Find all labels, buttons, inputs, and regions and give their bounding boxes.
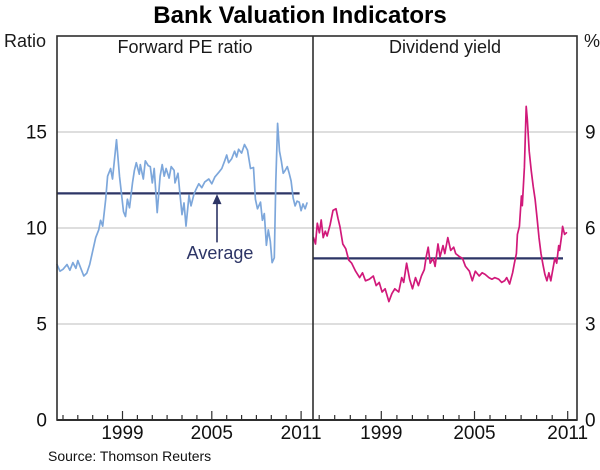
x-tick-label: 1999: [360, 423, 402, 444]
y-tick-label: 0: [36, 411, 47, 432]
right-axis-unit-label: %: [584, 31, 600, 51]
chart-title: Bank Valuation Indicators: [153, 2, 447, 29]
x-tick-label: 2011: [547, 423, 588, 444]
y-tick-label: 9: [585, 123, 596, 144]
y-tick-label: 0: [585, 411, 596, 432]
y-tick-label: 10: [26, 219, 47, 240]
x-tick-label: 2011: [281, 423, 322, 444]
annotation-arrow-head: [212, 194, 222, 205]
x-tick-label: 2005: [191, 423, 233, 444]
series-forward-pe-ratio: [56, 122, 308, 277]
y-tick-label: 3: [585, 315, 596, 336]
y-tick-label: 5: [36, 315, 47, 336]
x-tick-label: 2005: [453, 423, 495, 444]
y-tick-label: 15: [26, 123, 47, 144]
average-annotation-label: Average: [186, 243, 254, 263]
panel-title-dividend-yield: Dividend yield: [388, 37, 502, 57]
y-tick-label: 6: [585, 219, 596, 240]
series-dividend-yield: [312, 105, 568, 303]
panel-title-forward-pe: Forward PE ratio: [117, 37, 253, 57]
left-axis-unit-label: Ratio: [3, 31, 46, 51]
x-tick-label: 1999: [101, 423, 143, 444]
source-note: Source: Thomson Reuters: [48, 448, 212, 464]
